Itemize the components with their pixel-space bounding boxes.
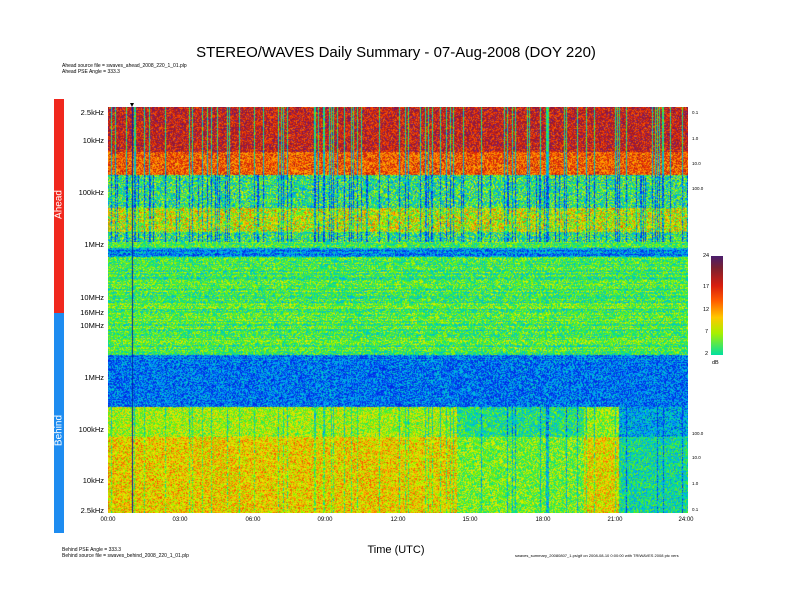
ahead-right-tick: 1.0 [692,136,699,141]
colorbar-tick: 17 [703,284,710,290]
behind-right-tick: 10.0 [692,455,701,460]
ahead-source-note: Ahead source file = swaves_ahead_2008_22… [62,63,187,69]
behind-freq-tick: 2.5kHz [80,506,104,515]
ahead-label: Ahead [53,190,65,219]
ahead-right-tick: 100.0 [692,186,704,191]
ahead-freq-tick: 100kHz [78,188,104,197]
ahead-right-tick: 10.0 [692,161,701,166]
behind-freq-tick: 1MHz [84,373,104,382]
time-tick: 15:00 [462,517,478,523]
colorbar-tick: 12 [703,307,710,313]
behind-right-tick: 100.0 [692,431,704,436]
processing-note: swaves_summary_20080807_1.ps/gif on 2008… [515,553,679,558]
behind-freq-tick: 10kHz [82,476,104,485]
ahead-freq-tick: 2.5kHz [80,108,104,117]
time-tick: 24:00 [678,517,694,523]
time-marker-icon [130,103,134,107]
time-tick: 03:00 [172,517,188,523]
behind-source-note: Behind source file = swaves_behind_2008_… [62,553,189,559]
ahead-panel-bar: Ahead [53,99,65,313]
colorbar [711,256,723,355]
colorbar-tick: 7 [705,329,709,335]
time-tick: 00:00 [100,517,116,523]
ahead-right-tick: 0.1 [692,110,699,115]
behind-right-tick: 1.0 [692,481,699,486]
behind-panel-bar: Behind [54,313,65,533]
spectrogram-plot [108,107,688,513]
ahead-freq-tick: 10kHz [82,136,104,145]
colorbar-tick: 2 [705,351,709,357]
ahead-freq-tick: 10MHz [80,293,104,302]
time-tick: 18:00 [535,517,551,523]
chart-title: STEREO/WAVES Daily Summary - 07-Aug-2008… [196,44,596,61]
time-tick: 09:00 [317,517,333,523]
behind-right-tick: 0.1 [692,507,699,512]
x-axis-label: Time (UTC) [367,544,425,556]
time-tick: 06:00 [245,517,261,523]
ahead-freq-tick: 1MHz [84,240,104,249]
colorbar-tick: 24 [703,253,710,259]
ahead-freq-tick: 16MHz [80,308,104,317]
time-tick: 21:00 [607,517,623,523]
colorbar-unit: dB [712,360,719,366]
behind-freq-tick: 10MHz [80,321,104,330]
behind-pse-note: Behind PSE Angle = 333.3 [62,547,122,553]
ahead-pse-note: Ahead PSE Angle = 333.3 [62,69,120,75]
behind-freq-tick: 100kHz [78,425,104,434]
time-tick: 12:00 [390,517,406,523]
